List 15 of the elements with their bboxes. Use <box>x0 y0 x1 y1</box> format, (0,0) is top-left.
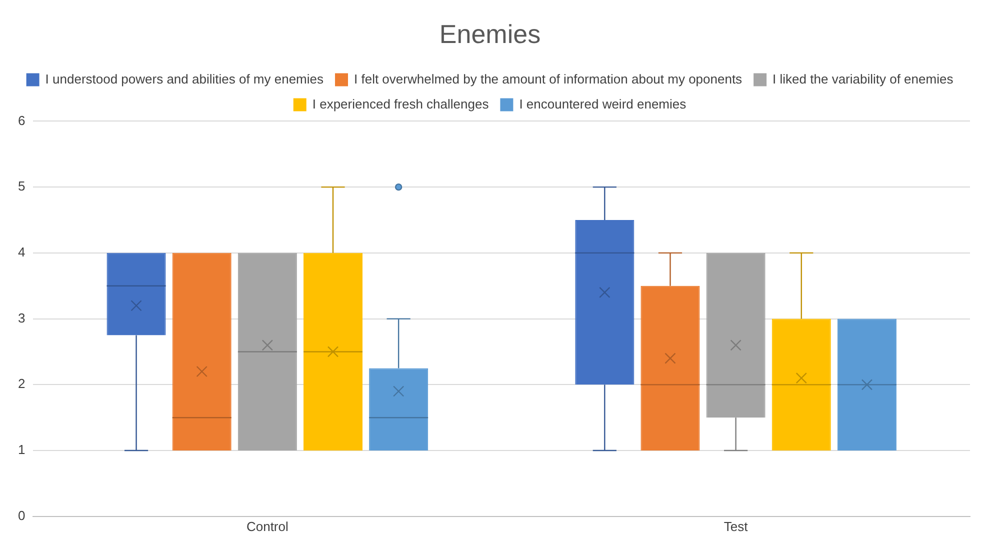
y-tick-label: 0 <box>18 508 26 523</box>
y-tick-label: 2 <box>18 376 26 392</box>
y-tick-label: 4 <box>18 244 26 260</box>
legend-label: I encountered weird enemies <box>519 96 687 112</box>
x-tick-label: Test <box>724 518 748 534</box>
y-tick-label: 5 <box>18 178 26 194</box>
y-tick-label: 1 <box>18 442 26 458</box>
legend-label: I experienced fresh challenges <box>312 96 490 112</box>
legend-label: I liked the variability of enemies <box>772 71 954 86</box>
chart-title: Enemies <box>439 18 541 49</box>
legend-label: I understood powers and abilities of my enemies <box>45 71 324 86</box>
y-tick-label: 3 <box>18 310 26 326</box>
legend-label: I felt overwhelmed by the amount of information about my oponents <box>354 71 743 86</box>
y-tick-label: 6 <box>18 112 26 128</box>
x-tick-label: Control <box>246 518 288 534</box>
